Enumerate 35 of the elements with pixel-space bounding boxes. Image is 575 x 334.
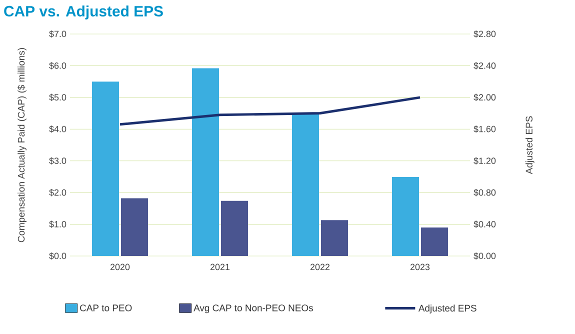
bar: [292, 114, 320, 256]
y-tick-label: $6.0: [49, 62, 66, 70]
y-tick-label: $7.0: [49, 30, 66, 38]
y-tick-label: $5.0: [49, 94, 66, 102]
legend-label: Avg CAP to Non-PEO NEOs: [194, 304, 313, 314]
y-tick-label: $2.0: [49, 188, 66, 196]
bar: [192, 68, 220, 256]
bar: [420, 227, 448, 256]
bar: [320, 220, 348, 256]
y2-tick-label: $2.40: [474, 62, 496, 70]
x-tick-label: 2020: [110, 264, 130, 270]
y2-axis-title: Adjusted EPS: [526, 116, 534, 174]
y-axis-title: Compensation Actually Paid (CAP) ($ millions): [17, 48, 26, 242]
chart-title: CAP vs. Adjusted EPS: [4, 6, 163, 20]
bar: [392, 177, 420, 256]
x-tick-label: 2021: [210, 264, 230, 270]
y2-tick-label: $0.40: [474, 220, 496, 228]
x-tick-label: 2022: [310, 264, 330, 270]
y2-tick-label: $2.00: [474, 94, 496, 102]
x-tick-label: 2023: [410, 264, 430, 270]
bar: [120, 198, 148, 256]
y2-tick-label: $0.00: [474, 252, 496, 260]
legend-label: CAP to PEO: [80, 304, 132, 312]
y-tick-label: $0.0: [49, 252, 66, 260]
bar: [220, 200, 248, 256]
y2-tick-label: $1.20: [474, 157, 496, 164]
bar: [92, 82, 120, 256]
y2-tick-label: $2.80: [474, 30, 496, 38]
y-tick-label: $3.0: [49, 157, 66, 164]
y2-tick-label: $0.80: [474, 188, 496, 196]
y-tick-label: $1.0: [49, 220, 66, 228]
y2-tick-label: $1.60: [474, 126, 496, 133]
line-series: [118, 96, 422, 126]
legend-label: Adjusted EPS: [418, 304, 476, 314]
y-tick-label: $4.0: [49, 126, 66, 133]
